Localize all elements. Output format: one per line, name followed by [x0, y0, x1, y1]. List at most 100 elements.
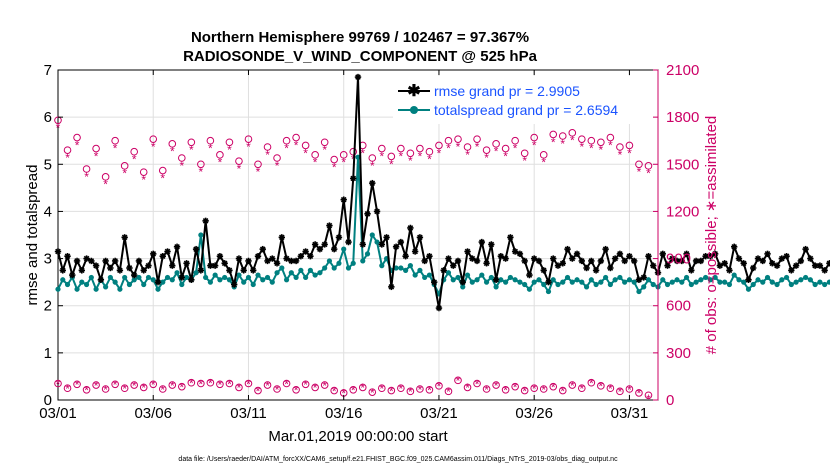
possible-obs-marker [578, 135, 586, 143]
spread-point [636, 288, 642, 295]
rmse-point [540, 267, 547, 274]
assimilated-obs-marker: * [627, 146, 632, 160]
spread-point [612, 277, 618, 283]
spread-point [641, 284, 647, 290]
rmse-point [169, 262, 176, 269]
y-axis-label: rmse and totalspread [24, 165, 41, 306]
spread-point [541, 281, 547, 288]
spread-point [183, 274, 190, 281]
spread-point [764, 274, 771, 281]
assimilated-obs-marker: * [227, 377, 232, 391]
rmse-point [611, 255, 619, 262]
possible-obs-marker [625, 385, 634, 393]
assimilated-obs-marker: * [351, 384, 356, 398]
possible-obs-marker [539, 151, 548, 159]
possible-obs-marker [416, 385, 424, 393]
rmse-point [473, 257, 481, 265]
assimilated-obs-marker: * [627, 383, 632, 397]
rmse-point [330, 245, 338, 253]
spread-point [736, 277, 742, 283]
x-tick-label: 03/21 [420, 405, 458, 422]
rmse-point [245, 257, 252, 265]
spread-point [779, 277, 785, 283]
axis-ticks: 03/01 03/06 03/11 03/16 03/21 03/26 03/31 0 1 2 3 4… [39, 62, 699, 422]
possible-obs-marker [101, 385, 110, 393]
rmse-point [730, 243, 738, 250]
spread-point [293, 274, 299, 281]
spread-point [469, 279, 475, 285]
rmse-point [616, 250, 624, 258]
spread-point [422, 274, 428, 281]
rmse-point [297, 253, 305, 260]
spread-point [145, 274, 152, 281]
rmse-point [454, 257, 462, 265]
rmse-point [450, 262, 457, 269]
possible-obs-marker [549, 382, 558, 391]
possible-obs-marker [568, 381, 577, 389]
legend-label-spread: totalspread grand pr = 2.6594 [434, 102, 618, 118]
assimilated-obs-marker: * [503, 384, 508, 398]
rmse-point [773, 262, 781, 269]
assimilated-obs-marker: * [608, 382, 613, 396]
possible-obs-marker [168, 140, 177, 148]
assimilated-obs-marker: * [103, 178, 108, 192]
possible-obs-marker [178, 382, 186, 391]
rmse-point [716, 262, 724, 269]
spread-point [603, 274, 609, 281]
assimilated-obs-marker: * [494, 145, 499, 159]
rmse-point [121, 234, 128, 241]
possible-obs-marker [82, 385, 91, 394]
possible-obs-marker [444, 387, 453, 396]
possible-obs-marker [101, 173, 110, 181]
assimilated-obs-marker: * [237, 381, 242, 395]
spread-point [531, 279, 537, 285]
assimilated-obs-marker: * [303, 146, 308, 160]
spread-point [117, 286, 123, 292]
rmse-point [588, 257, 595, 265]
assimilated-obs-marker: * [475, 140, 480, 154]
spread-point [626, 277, 633, 283]
spread-point [526, 286, 533, 292]
rmse-point [554, 262, 562, 269]
assimilated-obs-marker: * [541, 156, 546, 170]
assimilated-obs-marker: * [608, 138, 613, 152]
rmse-point [564, 245, 571, 253]
assimilated-obs-marker: * [427, 153, 432, 167]
assimilated-obs-marker: * [256, 384, 261, 398]
possible-obs-marker [378, 384, 386, 393]
spread-point [774, 281, 780, 288]
assimilated-obs-marker: * [199, 165, 204, 179]
possible-obs-marker [558, 132, 567, 140]
spread-point [331, 265, 337, 271]
possible-obs-marker [358, 383, 367, 392]
spread-point [245, 274, 252, 281]
possible-obs-marker [320, 381, 329, 389]
possible-obs-marker [368, 154, 377, 162]
rmse-point [292, 257, 300, 265]
assimilated-obs-marker: * [275, 159, 280, 173]
rmse-point [597, 257, 605, 265]
possible-obs-marker [587, 378, 596, 387]
assimilated-obs-marker: * [265, 379, 270, 393]
possible-obs-marker [492, 140, 500, 148]
rmse-point [669, 255, 676, 262]
rmse-point [459, 278, 466, 286]
spread-point [550, 277, 556, 283]
y-tick-label: 4 [44, 203, 52, 220]
assimilated-obs-marker: * [599, 143, 604, 157]
possible-obs-marker [330, 386, 338, 395]
spread-point [712, 274, 718, 281]
rmse-point [273, 260, 281, 267]
possible-obs-marker [158, 385, 167, 393]
rmse-point [359, 241, 366, 248]
spread-point [298, 267, 304, 273]
rmse-point [569, 255, 576, 262]
possible-obs-marker [244, 135, 253, 143]
x-axis-label: Mar.01,2019 00:00:00 start [268, 428, 448, 445]
chart-title: Northern Hemisphere 99769 / 102467 = 97.… [191, 29, 529, 46]
possible-obs-marker [539, 385, 548, 393]
spread-point [512, 277, 518, 283]
x-tick-label: 03/16 [325, 405, 363, 422]
spread-point [698, 277, 704, 283]
rmse-point [626, 253, 633, 260]
